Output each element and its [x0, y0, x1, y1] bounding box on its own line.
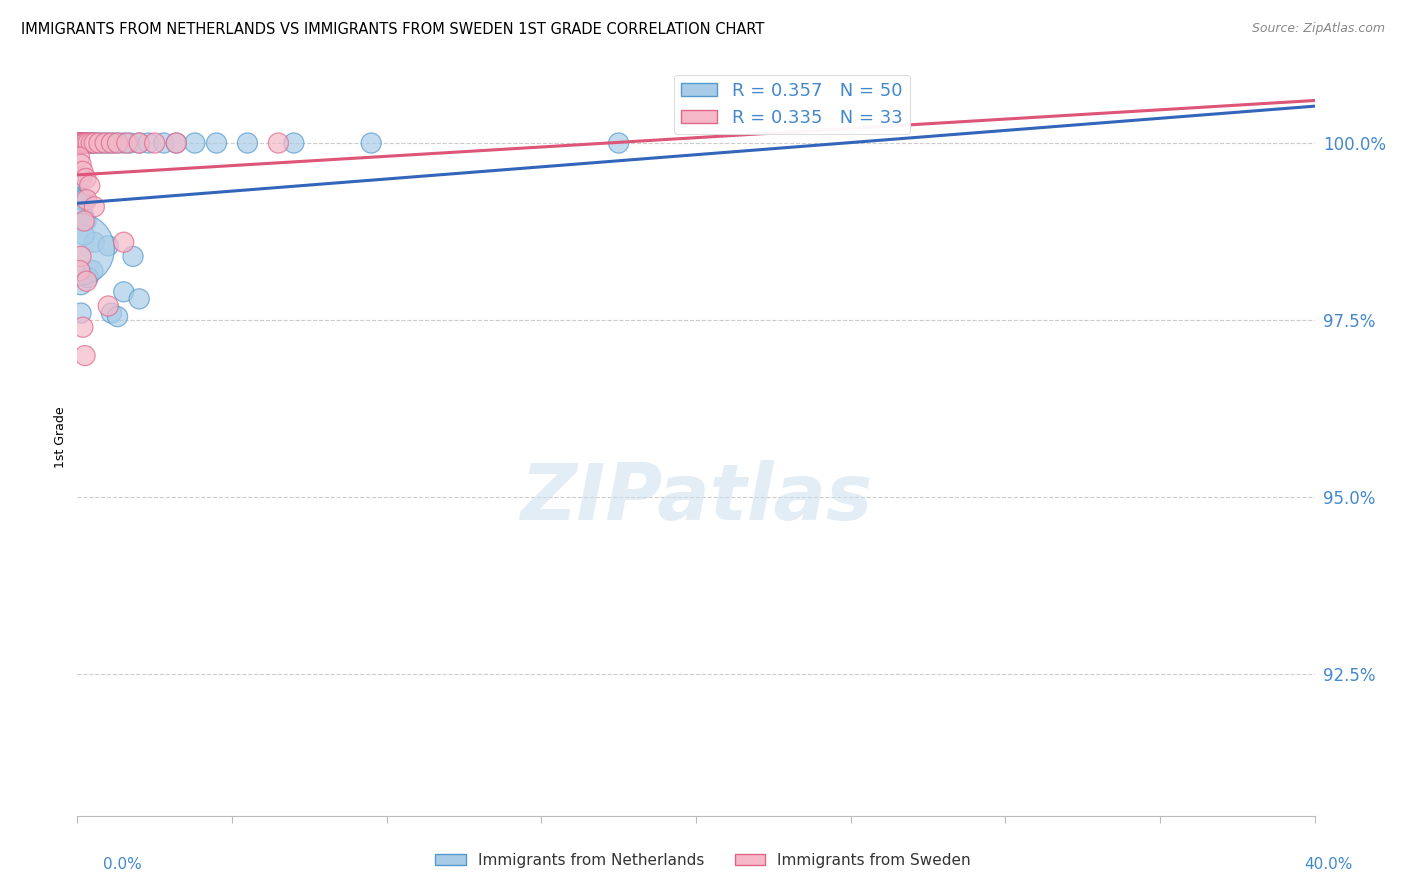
Point [79, 178, 101, 193]
Point [360, 136, 382, 150]
Point [77, 270, 100, 285]
Point [76, 274, 98, 288]
Point [607, 136, 630, 150]
Point [93, 136, 115, 150]
Point [69, 136, 91, 150]
Point [70, 306, 93, 320]
Point [73, 228, 96, 243]
Point [100, 306, 122, 320]
Point [75, 349, 96, 363]
Point [84, 136, 107, 150]
Point [165, 136, 187, 150]
Point [70, 136, 93, 150]
Point [67, 136, 90, 150]
Point [115, 136, 138, 150]
Point [69, 136, 91, 150]
Point [75, 136, 97, 150]
Point [112, 235, 135, 250]
Point [122, 249, 145, 263]
Point [70, 277, 93, 292]
Point [67, 242, 90, 256]
Legend: Immigrants from Netherlands, Immigrants from Sweden: Immigrants from Netherlands, Immigrants … [429, 847, 977, 873]
Legend: R = 0.357   N = 50, R = 0.335   N = 33: R = 0.357 N = 50, R = 0.335 N = 33 [673, 75, 910, 134]
Point [77, 136, 100, 150]
Point [83, 200, 105, 214]
Point [83, 235, 105, 250]
Point [87, 136, 110, 150]
Point [73, 214, 96, 228]
Point [267, 136, 290, 150]
Text: 40.0%: 40.0% [1305, 857, 1353, 872]
Point [77, 136, 100, 150]
Text: ZIPatlas: ZIPatlas [520, 459, 872, 536]
Point [75, 136, 96, 150]
Point [97, 299, 120, 313]
Point [128, 136, 150, 150]
Point [82, 136, 104, 150]
Point [73, 193, 96, 207]
Point [94, 136, 117, 150]
Point [184, 136, 207, 150]
Point [72, 164, 94, 178]
Point [143, 136, 166, 150]
Point [75, 171, 97, 186]
Point [70, 136, 93, 150]
Point [165, 136, 187, 150]
Point [97, 239, 120, 253]
Point [153, 136, 176, 150]
Point [69, 193, 91, 207]
Point [205, 136, 228, 150]
Point [69, 263, 91, 277]
Point [128, 136, 150, 150]
Point [112, 136, 135, 150]
Point [70, 249, 93, 263]
Point [73, 136, 96, 150]
Point [83, 136, 105, 150]
Point [138, 136, 160, 150]
Point [76, 136, 98, 150]
Point [97, 136, 120, 150]
Point [112, 285, 135, 299]
Point [72, 136, 94, 150]
Point [70, 157, 93, 171]
Point [80, 136, 103, 150]
Point [76, 193, 98, 207]
Text: Source: ZipAtlas.com: Source: ZipAtlas.com [1251, 22, 1385, 36]
Point [283, 136, 305, 150]
Point [72, 136, 94, 150]
Text: 0.0%: 0.0% [103, 857, 142, 872]
Point [70, 193, 93, 207]
Point [72, 207, 94, 221]
Y-axis label: 1st Grade: 1st Grade [53, 406, 67, 468]
Point [73, 136, 96, 150]
Point [72, 320, 94, 334]
Point [69, 136, 91, 150]
Point [69, 150, 91, 164]
Point [118, 136, 141, 150]
Point [100, 136, 122, 150]
Point [69, 171, 91, 186]
Point [101, 136, 124, 150]
Point [67, 136, 90, 150]
Point [82, 263, 104, 277]
Point [70, 171, 93, 186]
Text: IMMIGRANTS FROM NETHERLANDS VS IMMIGRANTS FROM SWEDEN 1ST GRADE CORRELATION CHAR: IMMIGRANTS FROM NETHERLANDS VS IMMIGRANT… [21, 22, 765, 37]
Point [75, 214, 97, 228]
Point [236, 136, 259, 150]
Point [128, 292, 150, 306]
Point [70, 136, 93, 150]
Point [107, 136, 129, 150]
Point [79, 136, 101, 150]
Point [107, 136, 129, 150]
Point [87, 136, 110, 150]
Point [107, 310, 129, 324]
